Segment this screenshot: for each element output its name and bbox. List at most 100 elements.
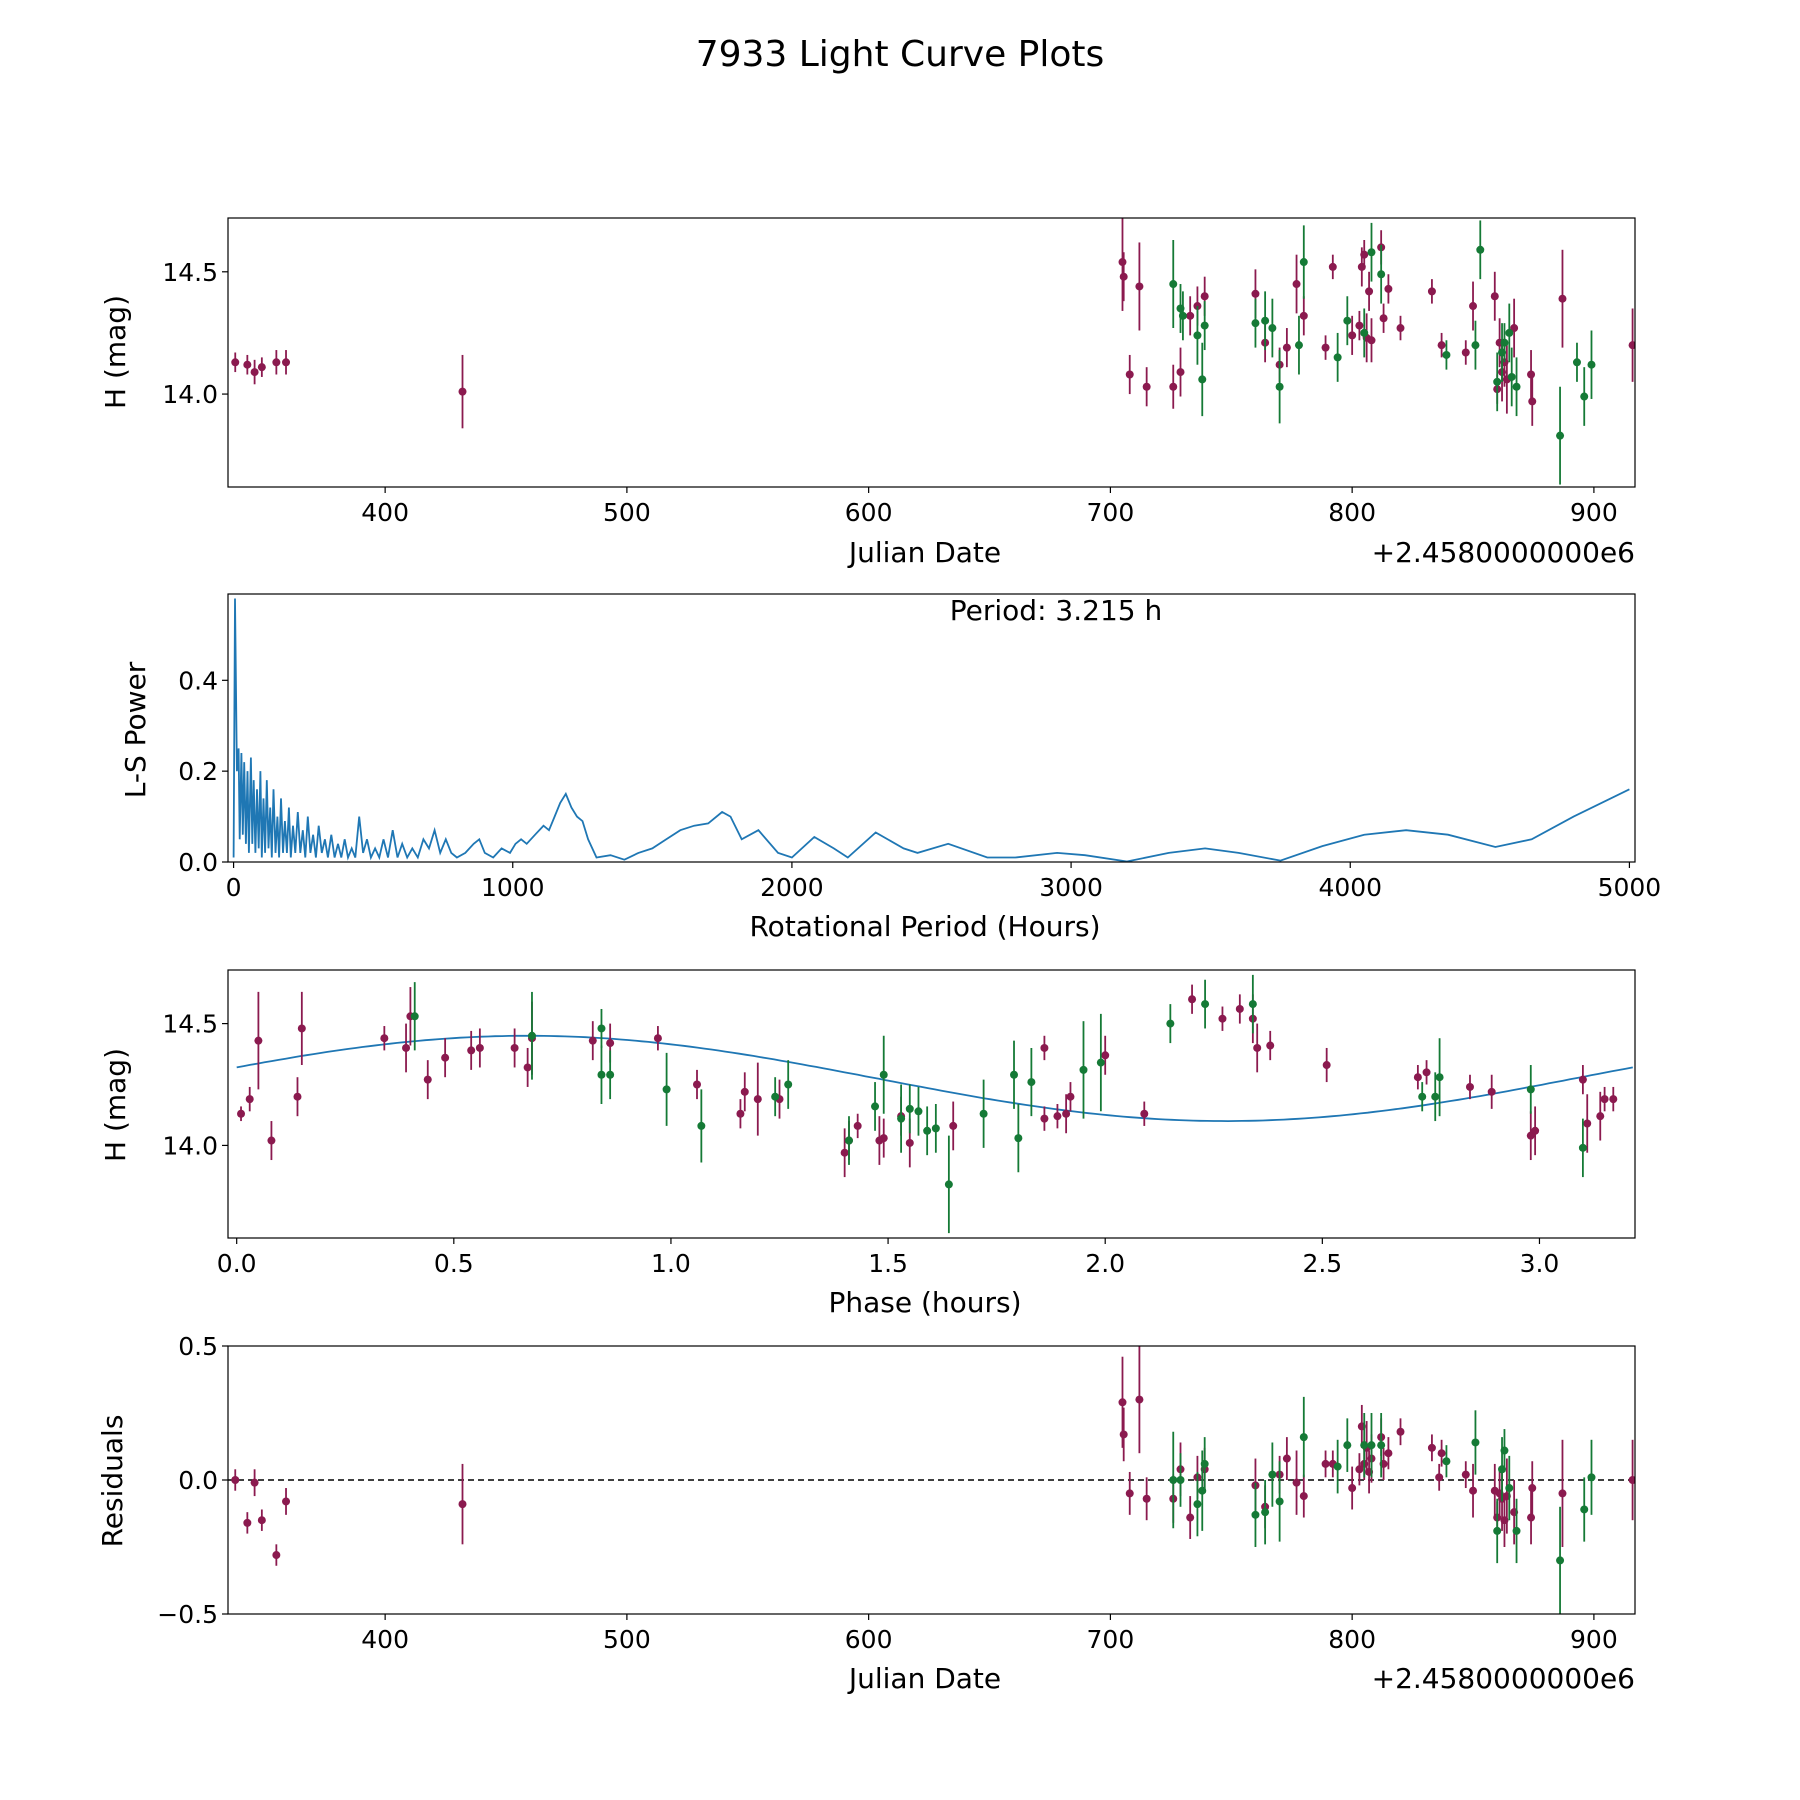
data-point bbox=[1365, 287, 1374, 296]
data-point bbox=[879, 1134, 888, 1143]
data-point bbox=[402, 1043, 411, 1052]
lc-axes-frame bbox=[227, 217, 1636, 488]
data-point bbox=[1628, 341, 1635, 350]
data-point bbox=[1431, 1092, 1440, 1101]
data-point bbox=[1628, 1476, 1635, 1484]
data-point bbox=[1062, 1109, 1071, 1118]
data-point bbox=[653, 1034, 662, 1043]
data-point bbox=[697, 1121, 706, 1130]
lc-data bbox=[231, 218, 1635, 485]
data-point bbox=[1507, 372, 1516, 381]
data-point bbox=[1079, 1065, 1088, 1074]
data-point bbox=[1427, 1443, 1436, 1452]
data-point bbox=[523, 1063, 532, 1072]
data-point bbox=[1527, 1513, 1536, 1522]
x-tick-label: 700 bbox=[1087, 1625, 1135, 1654]
data-point bbox=[1125, 1489, 1134, 1498]
data-point bbox=[1572, 358, 1581, 367]
data-point bbox=[1384, 1449, 1393, 1458]
data-point bbox=[1360, 250, 1369, 259]
data-point bbox=[1377, 270, 1386, 279]
data-point bbox=[282, 358, 291, 367]
data-point bbox=[1292, 280, 1301, 289]
data-point bbox=[1299, 258, 1308, 267]
data-point bbox=[693, 1080, 701, 1089]
data-point bbox=[257, 363, 266, 372]
data-point bbox=[662, 1085, 671, 1094]
data-point bbox=[243, 360, 252, 369]
data-point bbox=[1355, 1465, 1364, 1474]
y-tick-label: 0.4 bbox=[178, 666, 218, 695]
data-point bbox=[1367, 1441, 1376, 1450]
data-point bbox=[597, 1070, 606, 1079]
data-point bbox=[1010, 1070, 1019, 1079]
data-point bbox=[1125, 370, 1134, 379]
data-point bbox=[1135, 282, 1144, 291]
data-point bbox=[1268, 1470, 1277, 1479]
y-tick-label: 14.5 bbox=[162, 1010, 218, 1039]
y-tick-label: −0.5 bbox=[157, 1600, 218, 1629]
data-point bbox=[1333, 1462, 1342, 1471]
data-point bbox=[1476, 245, 1485, 254]
data-point bbox=[1587, 360, 1596, 369]
x-tick-label: 800 bbox=[1328, 1625, 1376, 1654]
x-tick-label: 5000 bbox=[1598, 873, 1662, 902]
data-point bbox=[979, 1109, 988, 1118]
data-point bbox=[1135, 1395, 1144, 1404]
x-tick-label: 1.0 bbox=[651, 1249, 691, 1278]
x-tick-label: 500 bbox=[603, 498, 651, 527]
x-tick-label: 700 bbox=[1087, 498, 1135, 527]
data-point bbox=[237, 1109, 246, 1118]
residuals-ylabel: Residuals bbox=[96, 1415, 129, 1548]
data-point bbox=[1268, 324, 1277, 333]
data-point bbox=[1142, 1494, 1151, 1503]
data-point bbox=[1186, 1513, 1195, 1522]
data-point bbox=[1282, 343, 1291, 352]
data-point bbox=[1526, 1085, 1535, 1094]
periodogram-plot-area: 0 1000 2000 3000 4000 5000 0.0 0.2 0.4 bbox=[178, 593, 1662, 902]
y-tick-label: 14.0 bbox=[162, 380, 218, 409]
y-tick-label: 0.0 bbox=[178, 1466, 218, 1495]
data-point bbox=[282, 1497, 291, 1506]
data-point bbox=[1442, 1457, 1451, 1466]
data-point bbox=[510, 1043, 519, 1052]
data-point bbox=[1200, 292, 1209, 301]
light-curve-xlabel: Julian Date bbox=[847, 536, 1001, 569]
data-point bbox=[1396, 324, 1405, 333]
data-point bbox=[441, 1053, 450, 1062]
data-point bbox=[1461, 348, 1470, 357]
light-curve-ylabel: H (mag) bbox=[99, 295, 132, 409]
x-tick-label: 600 bbox=[845, 1625, 893, 1654]
x-tick-label: 0.0 bbox=[217, 1249, 257, 1278]
data-point bbox=[1321, 343, 1330, 352]
data-point bbox=[1282, 1454, 1291, 1463]
data-point bbox=[267, 1136, 276, 1145]
data-point bbox=[753, 1095, 762, 1104]
x-tick-label: 600 bbox=[845, 498, 893, 527]
data-point bbox=[1261, 1508, 1270, 1517]
data-point bbox=[1118, 1398, 1127, 1407]
data-point bbox=[1198, 375, 1207, 384]
data-point bbox=[257, 1516, 266, 1525]
x-tick-label: 3000 bbox=[1039, 873, 1103, 902]
data-point bbox=[1360, 328, 1369, 337]
data-point bbox=[1275, 382, 1284, 391]
data-point bbox=[1422, 1068, 1431, 1077]
data-point bbox=[844, 1136, 853, 1145]
data-point bbox=[1166, 1019, 1175, 1028]
data-point bbox=[1490, 292, 1499, 301]
data-point bbox=[1343, 1441, 1352, 1450]
data-point bbox=[1142, 382, 1151, 391]
y-tick-label: 0.5 bbox=[178, 1332, 218, 1361]
data-point bbox=[1119, 1430, 1128, 1439]
data-point bbox=[897, 1114, 906, 1123]
data-point bbox=[1528, 1484, 1537, 1493]
data-point bbox=[1096, 1058, 1105, 1067]
data-point bbox=[597, 1024, 606, 1033]
data-point bbox=[1101, 1051, 1110, 1060]
data-point bbox=[1600, 1095, 1609, 1104]
data-point bbox=[1471, 341, 1480, 350]
residuals-xlabel: Julian Date bbox=[847, 1662, 1001, 1695]
data-point bbox=[1251, 289, 1260, 298]
